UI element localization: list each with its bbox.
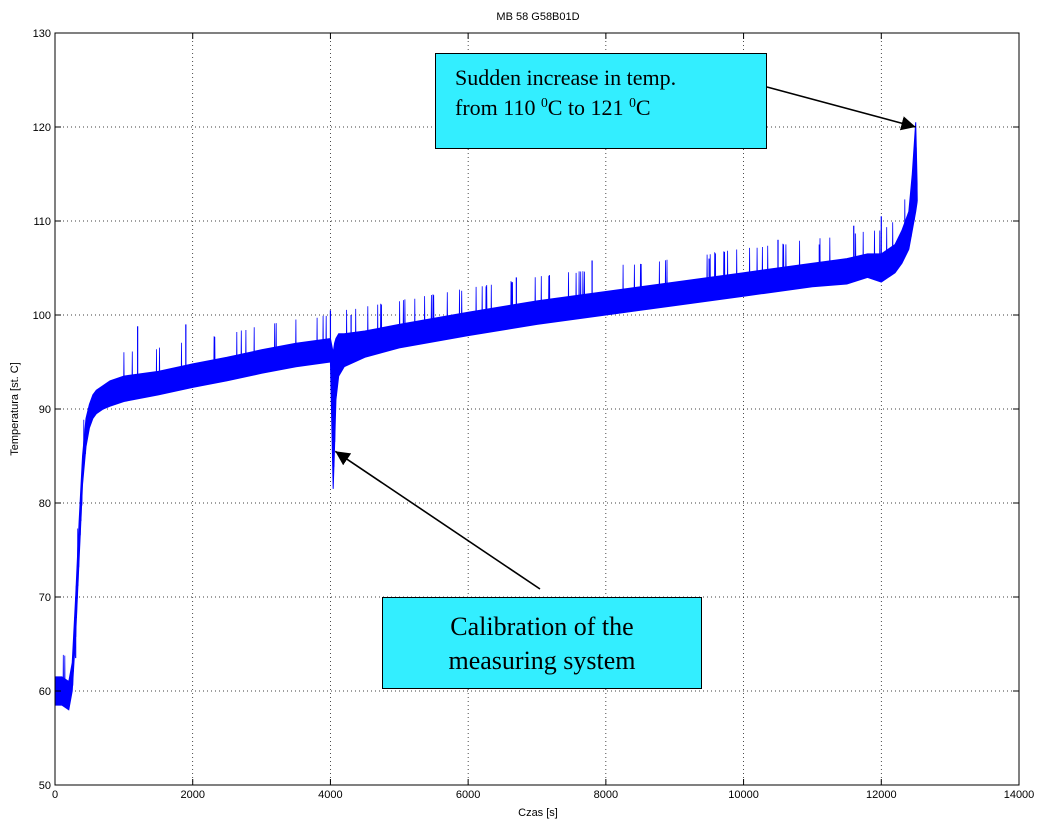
x-tick-label: 12000 — [866, 789, 897, 801]
annotation-temp-increase: Sudden increase in temp. from 110 0C to … — [435, 53, 767, 149]
series-band — [54, 122, 918, 711]
y-tick-label: 50 — [39, 780, 51, 792]
annotation-calibration-line1: Calibration of the — [450, 612, 634, 641]
annotation-arrow — [334, 450, 541, 590]
y-tick-label: 130 — [33, 28, 51, 40]
y-tick-label: 120 — [33, 122, 51, 134]
series-temperature — [54, 122, 918, 711]
annotation-arrow — [766, 86, 916, 131]
annotation-temp-increase-line1: Sudden increase in temp. — [455, 65, 677, 90]
x-tick-label: 8000 — [594, 789, 618, 801]
ticks: 0 2000 4000 6000 8000 10000 12000 14000 50 60 70 80… — [33, 28, 1035, 801]
y-axis-title: Temperatura [st. C] — [9, 362, 21, 456]
y-tick-label: 80 — [39, 498, 51, 510]
series-line — [54, 147, 918, 708]
chart-title: MB 58 G58B01D — [496, 11, 579, 23]
y-tick-label: 70 — [39, 592, 51, 604]
annotation-temp-increase-line2: from 110 0C to 121 0C — [455, 94, 651, 120]
y-tick-label: 90 — [39, 404, 51, 416]
x-tick-label: 2000 — [180, 789, 204, 801]
x-tick-label: 10000 — [728, 789, 759, 801]
x-tick-label: 4000 — [318, 789, 342, 801]
x-axis-title: Czas [s] — [518, 807, 558, 819]
x-tick-label: 6000 — [456, 789, 480, 801]
y-tick-label: 110 — [33, 216, 51, 228]
x-tick-label: 0 — [52, 789, 58, 801]
y-tick-label: 100 — [33, 310, 51, 322]
x-tick-label: 14000 — [1004, 789, 1035, 801]
annotation-arrows — [334, 86, 916, 590]
annotation-calibration: Calibration of the measuring system — [382, 597, 702, 689]
annotation-calibration-line2: measuring system — [448, 646, 636, 675]
grid — [55, 33, 1019, 785]
y-tick-label: 60 — [39, 686, 51, 698]
